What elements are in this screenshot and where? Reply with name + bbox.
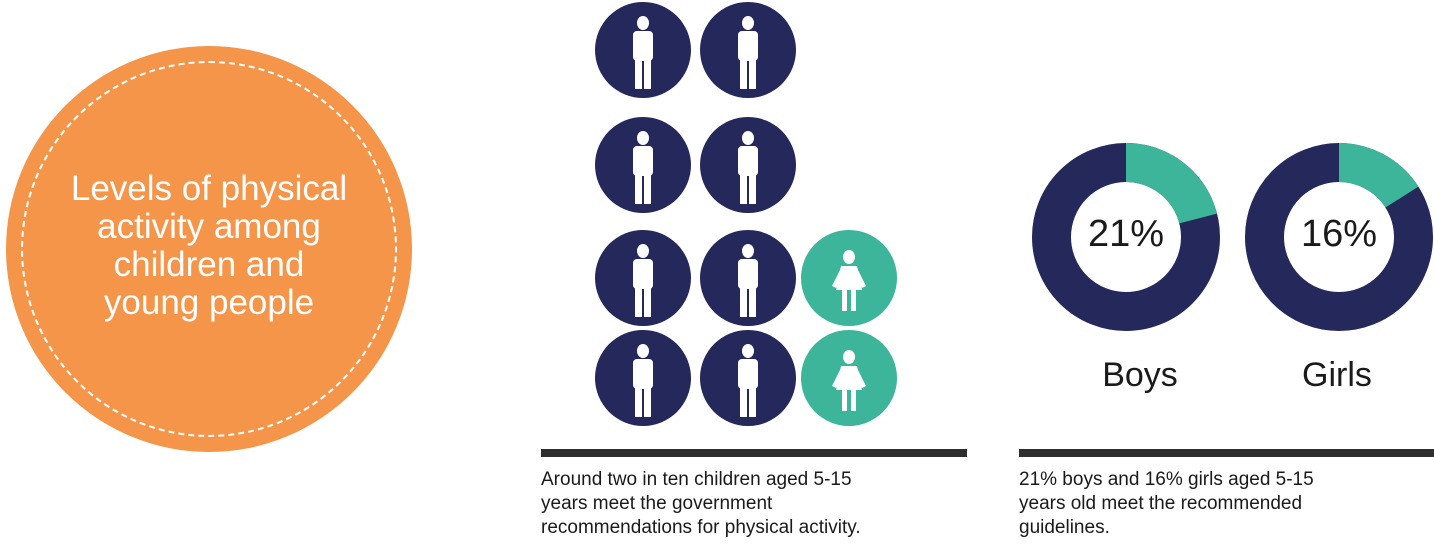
navy-adult-icon <box>595 330 691 426</box>
donut-boys-label: Boys <box>1102 356 1178 394</box>
navy-adult-icon <box>700 230 796 326</box>
pictogram-caption: Around two in ten children aged 5-15 yea… <box>541 469 861 538</box>
donut-girls-percent: 16% <box>1300 213 1378 255</box>
pictogram-grid <box>590 0 910 430</box>
donut-boys <box>1032 143 1220 331</box>
badge-dashed-ring <box>21 61 397 437</box>
navy-adult-icon <box>595 2 691 98</box>
teal-child-icon <box>801 230 897 326</box>
donut-boys-percent: 21% <box>1087 213 1165 255</box>
navy-adult-icon <box>595 230 691 326</box>
donut-girls-label: Girls <box>1302 356 1372 394</box>
title-badge: Levels of physical activity among childr… <box>6 46 412 452</box>
navy-adult-icon <box>700 330 796 426</box>
donut-girls <box>1245 143 1433 331</box>
navy-adult-icon <box>700 2 796 98</box>
donut-value-segment <box>1339 143 1419 208</box>
navy-adult-icon <box>700 117 796 213</box>
donut-value-segment <box>1126 143 1218 224</box>
navy-adult-icon <box>595 117 691 213</box>
donut-caption: 21% boys and 16% girls aged 5-15 years o… <box>1019 469 1314 538</box>
badge-title: Levels of physical activity among childr… <box>70 169 348 322</box>
pictogram-divider <box>541 449 967 457</box>
teal-child-icon <box>801 330 897 426</box>
donut-divider <box>1019 449 1434 457</box>
